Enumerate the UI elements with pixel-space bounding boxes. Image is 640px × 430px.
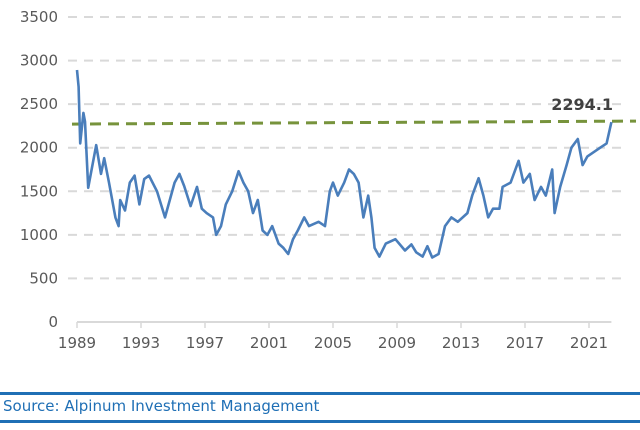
x-tick-label: 1993 xyxy=(122,334,160,352)
x-tick-label: 2001 xyxy=(250,334,288,352)
x-tick-label: 2013 xyxy=(442,334,480,352)
y-tick-label: 2500 xyxy=(20,95,58,113)
y-axis: 0 500 1000 1500 2000 2500 3000 3500 xyxy=(20,8,58,331)
x-tick-label: 2005 xyxy=(314,334,352,352)
gridlines xyxy=(68,16,622,280)
y-tick-label: 1500 xyxy=(20,182,58,200)
y-tick-label: 500 xyxy=(29,269,58,287)
y-tick-label: 3000 xyxy=(20,52,58,70)
x-tick-label: 2021 xyxy=(570,334,608,352)
y-tick-label: 1000 xyxy=(20,226,58,244)
y-tick-label: 3500 xyxy=(20,8,58,26)
y-tick-label: 2000 xyxy=(20,139,58,157)
footer-bottom-rule xyxy=(0,420,640,423)
x-tick-label: 1997 xyxy=(186,334,224,352)
series-line xyxy=(75,69,613,259)
x-tick-label: 2009 xyxy=(378,334,416,352)
x-tick-label: 1989 xyxy=(58,334,96,352)
line-chart: 0 500 1000 1500 2000 2500 3000 3500 1989 1993 199… xyxy=(20,8,637,352)
reference-line xyxy=(71,119,637,126)
x-axis: 1989 1993 1997 2001 2005 2009 2013 2017 2021 xyxy=(58,322,608,352)
y-tick-label: 0 xyxy=(48,313,58,331)
reference-value-label: 2294.1 xyxy=(551,95,613,114)
footer-top-rule xyxy=(0,392,640,395)
source-note: Source: Alpinum Investment Management xyxy=(3,397,320,415)
x-tick-label: 2017 xyxy=(506,334,544,352)
